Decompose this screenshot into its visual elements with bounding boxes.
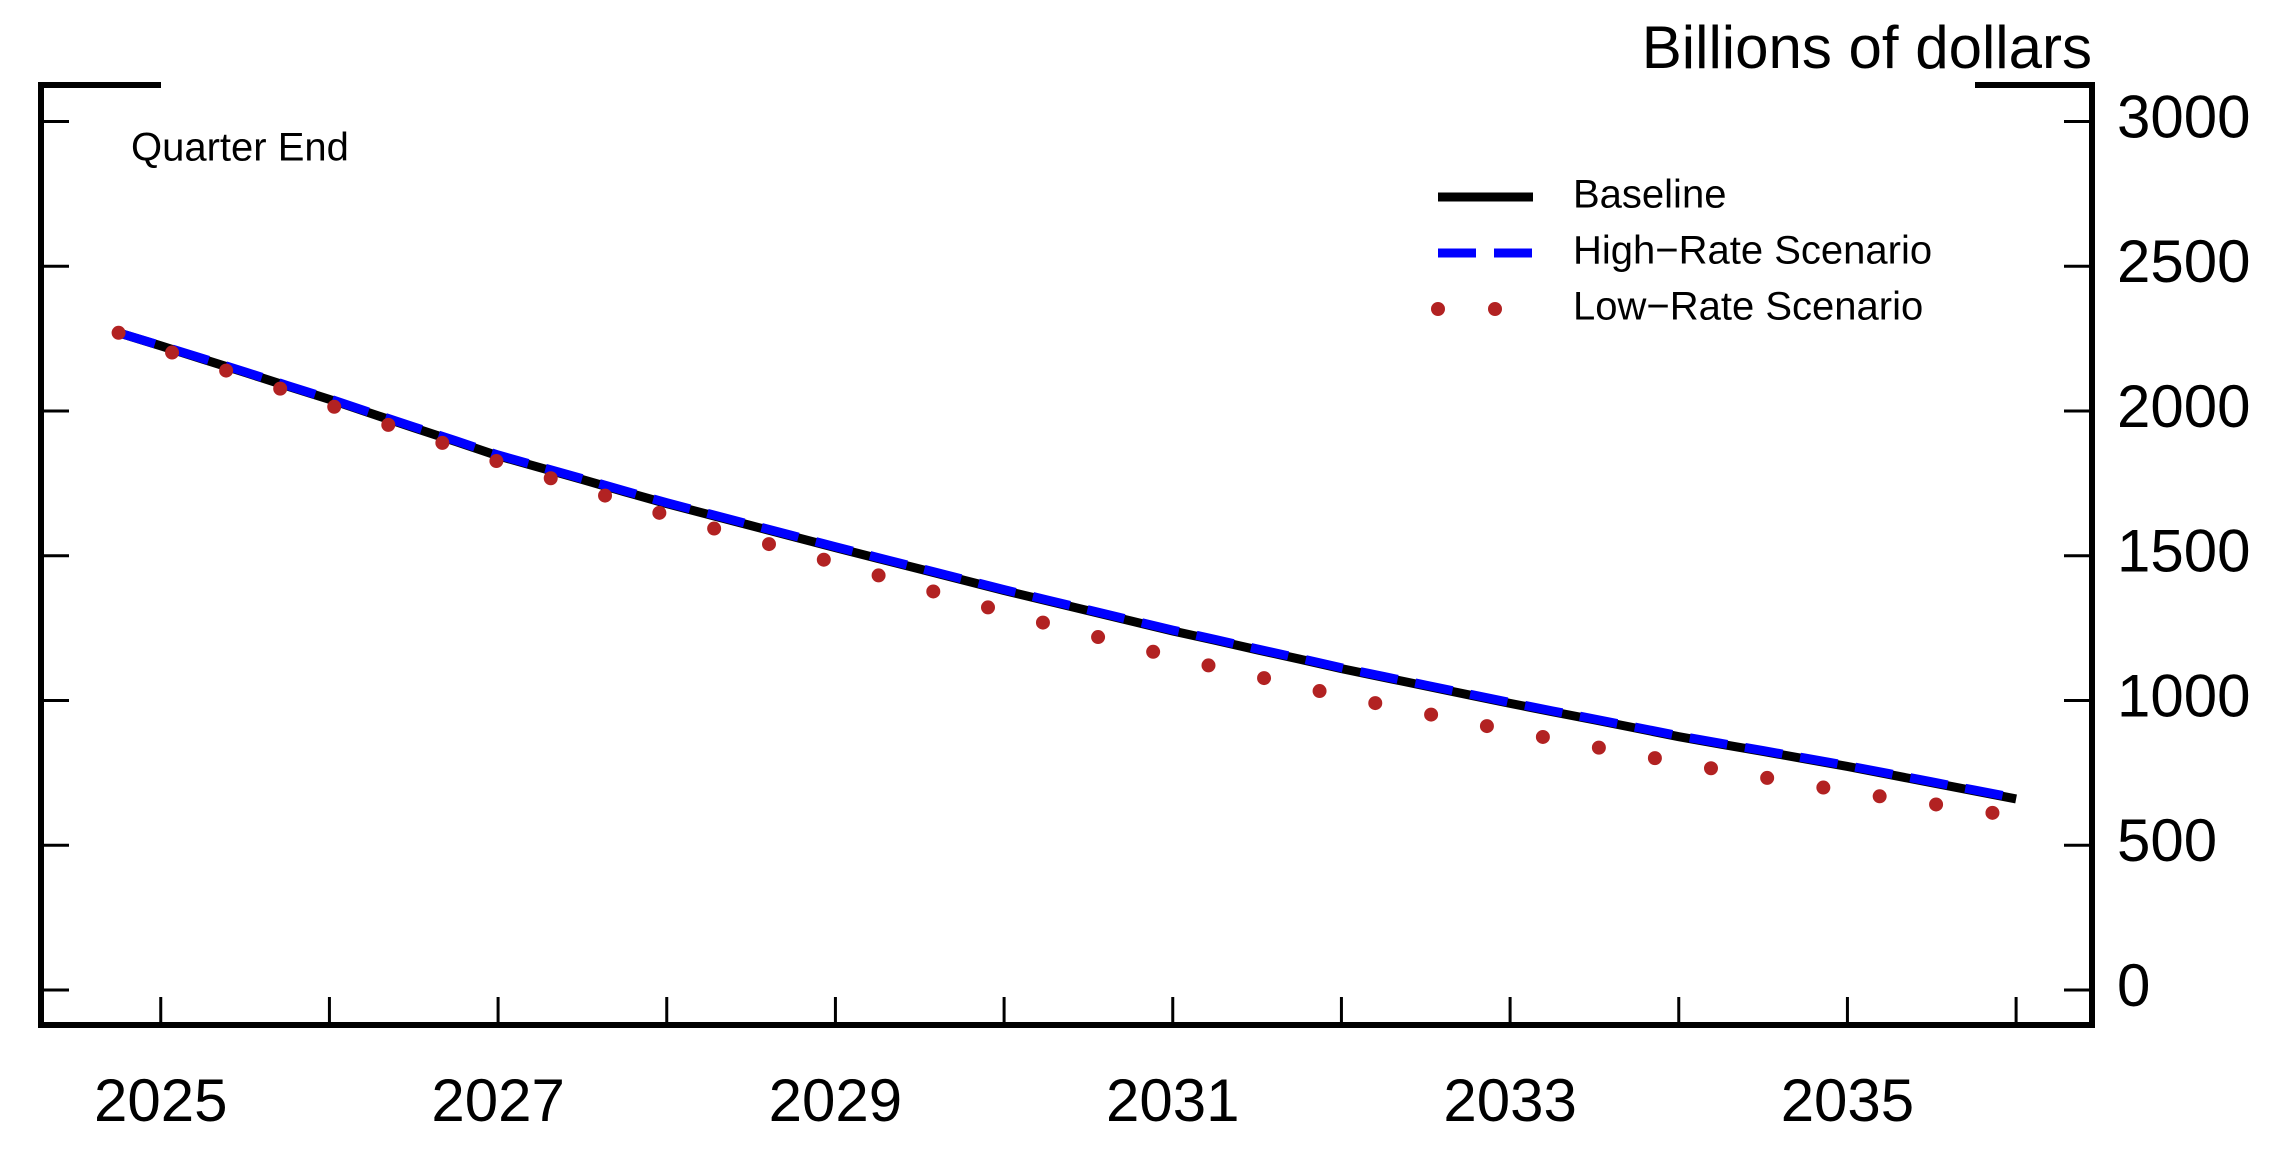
x-tick-label: 2033 [1443, 1067, 1576, 1134]
x-tick-label: 2031 [1106, 1067, 1239, 1134]
y-tick-label: 2000 [2117, 373, 2250, 440]
y-tick-label: 3000 [2117, 83, 2250, 150]
y-tick-label: 0 [2117, 952, 2150, 1019]
series-line [117, 328, 2017, 803]
y-tick-label: 500 [2117, 807, 2217, 874]
legend-label: Baseline [1573, 173, 1726, 217]
frame [38, 82, 2095, 1028]
x-tick-label: 2035 [1781, 1067, 1914, 1134]
x-tick-label: 2029 [769, 1067, 902, 1134]
x-tick-label: 2027 [431, 1067, 564, 1134]
legend-label: High−Rate Scenario [1573, 229, 1932, 273]
y-tick-label: 1000 [2117, 662, 2250, 729]
y-axis-label: Billions of dollars [1642, 14, 2092, 81]
series-line [117, 328, 2017, 804]
x-tick-label: 2025 [94, 1067, 227, 1134]
annotation: Quarter End [131, 126, 349, 170]
legend-label: Low−Rate Scenario [1573, 285, 1923, 329]
y-tick-label: 2500 [2117, 228, 2250, 295]
y-tick-label: 1500 [2117, 518, 2250, 585]
